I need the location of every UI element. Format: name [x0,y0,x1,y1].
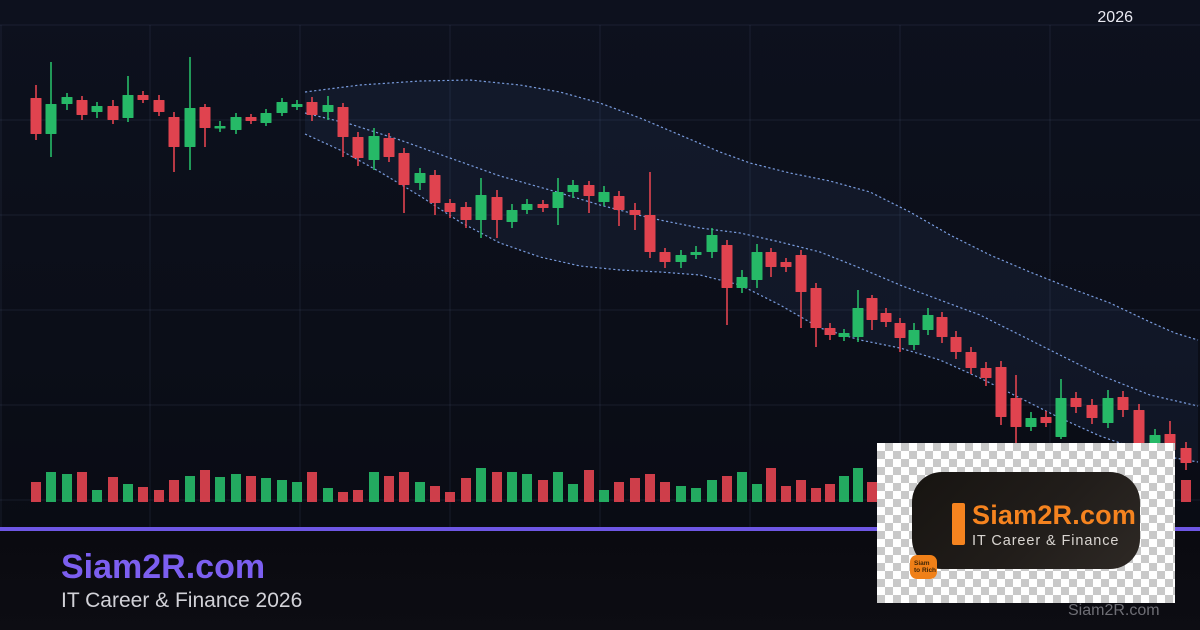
site-title: Siam2R.com [61,548,266,586]
logo-card-transparent-background: Siam2R.com IT Career & Finance Siam to R… [877,443,1175,603]
logo-accent-bar-icon [952,503,965,545]
logo-text-block: Siam2R.com IT Career & Finance [972,500,1136,549]
site-tagline: IT Career & Finance 2026 [61,589,303,612]
badge-line-1: Siam [914,560,930,567]
watermark-text: Siam2R.com [1068,602,1160,619]
siam-to-rich-badge: Siam to Rich [910,555,937,579]
logo-subtitle: IT Career & Finance [972,533,1120,549]
year-label: 2026 [1097,9,1133,26]
logo-card: Siam2R.com IT Career & Finance [912,472,1140,569]
purple-divider-line [0,527,1200,531]
badge-line-2: to Rich [914,567,937,574]
logo-title: Siam2R.com [972,500,1137,530]
